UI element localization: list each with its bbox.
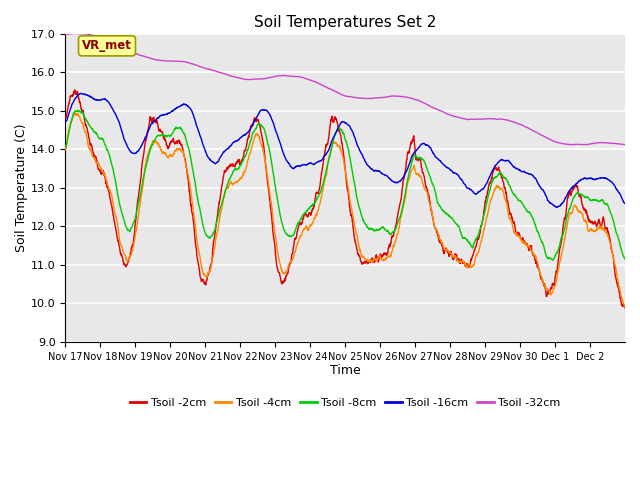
Text: VR_met: VR_met [82, 39, 132, 52]
Title: Soil Temperatures Set 2: Soil Temperatures Set 2 [254, 15, 436, 30]
Legend: Tsoil -2cm, Tsoil -4cm, Tsoil -8cm, Tsoil -16cm, Tsoil -32cm: Tsoil -2cm, Tsoil -4cm, Tsoil -8cm, Tsoi… [125, 394, 565, 412]
Y-axis label: Soil Temperature (C): Soil Temperature (C) [15, 124, 28, 252]
X-axis label: Time: Time [330, 364, 360, 377]
